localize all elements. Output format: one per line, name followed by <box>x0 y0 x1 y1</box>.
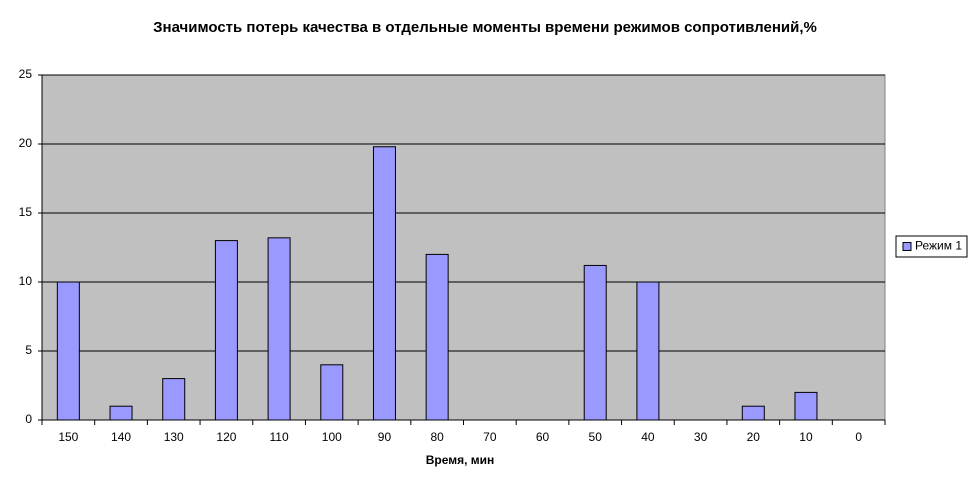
y-tick-label: 25 <box>19 67 33 81</box>
bar <box>794 391 818 421</box>
x-axis-label: Время, мин <box>426 453 495 467</box>
bar <box>320 364 344 421</box>
bar <box>56 281 80 421</box>
y-tick-label: 15 <box>19 205 33 219</box>
bar <box>425 253 449 421</box>
x-tick-label: 70 <box>483 430 497 444</box>
x-tick-label: 100 <box>322 430 342 444</box>
plot-area <box>41 74 886 421</box>
x-tick-label: 30 <box>694 430 708 444</box>
bar <box>741 405 765 421</box>
bar <box>109 405 133 421</box>
x-tick-label: 110 <box>270 430 289 444</box>
x-tick-label: 130 <box>164 430 184 444</box>
legend-box <box>895 235 968 258</box>
y-tick-label: 10 <box>19 274 33 288</box>
x-tick-label: 20 <box>747 430 761 444</box>
x-tick-label: 150 <box>58 430 78 444</box>
x-tick-label: 80 <box>430 430 444 444</box>
x-tick-label: 120 <box>216 430 236 444</box>
legend-swatch <box>902 242 912 251</box>
bar <box>372 146 396 421</box>
bar <box>583 264 607 421</box>
x-tick-label: 0 <box>855 430 862 444</box>
bar <box>214 240 238 421</box>
x-tick-label: 140 <box>111 430 131 444</box>
y-tick-label: 5 <box>25 343 32 357</box>
x-tick-label: 40 <box>641 430 655 444</box>
chart-title: Значимость потерь качества в отдельные м… <box>153 19 817 36</box>
y-tick-label: 20 <box>19 136 33 150</box>
x-tick-label: 90 <box>378 430 392 444</box>
x-tick-label: 10 <box>799 430 813 444</box>
bar <box>162 378 186 421</box>
y-tick-label: 0 <box>25 412 32 426</box>
x-tick-label: 60 <box>536 430 550 444</box>
bar <box>636 281 660 421</box>
legend-label: Режим 1 <box>915 239 962 253</box>
x-tick-label: 50 <box>589 430 603 444</box>
bar <box>267 237 291 421</box>
